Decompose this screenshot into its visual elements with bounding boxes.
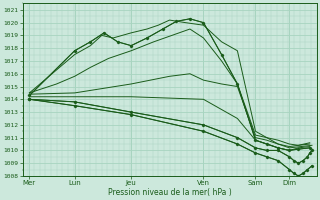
X-axis label: Pression niveau de la mer( hPa ): Pression niveau de la mer( hPa ) <box>108 188 231 197</box>
